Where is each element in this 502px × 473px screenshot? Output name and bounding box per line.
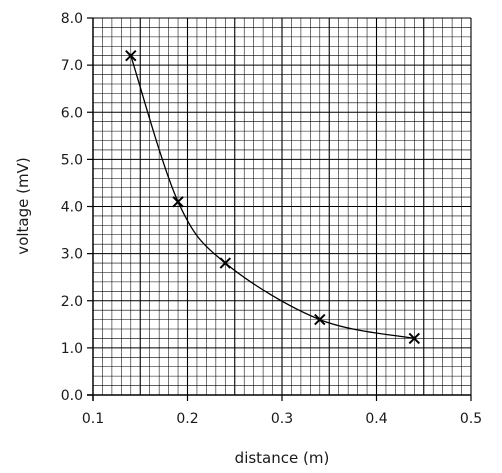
- x-tick-label: 0.1: [82, 411, 104, 427]
- data-point-marker: [172, 196, 184, 208]
- y-tick-label: 0.0: [61, 388, 83, 404]
- data-markers: [125, 49, 421, 345]
- tick-labels: 0.1 0.2 0.3 0.4 0.5 0.0 1.0 2.0 3.0 4.0 5.0 6.0 7.0 8…: [61, 11, 482, 427]
- y-tick-label: 2.0: [61, 294, 83, 310]
- y-tick-label: 3.0: [61, 247, 83, 263]
- y-tick-label: 4.0: [61, 200, 83, 216]
- y-tick-label: 8.0: [61, 11, 83, 27]
- x-tick-label: 0.2: [176, 411, 198, 427]
- y-tick-label: 1.0: [61, 341, 83, 357]
- y-axis-label: voltage (mV): [14, 157, 32, 254]
- x-tick-label: 0.4: [365, 411, 387, 427]
- y-tick-label: 7.0: [61, 58, 83, 74]
- axes: [87, 17, 472, 401]
- y-tick-label: 5.0: [61, 152, 83, 168]
- data-point-marker: [408, 332, 421, 345]
- data-point-marker: [314, 313, 326, 326]
- grid: [92, 17, 472, 396]
- x-axis-label: distance (m): [235, 449, 330, 467]
- data-point-marker: [219, 257, 232, 269]
- x-tick-label: 0.5: [460, 411, 482, 427]
- data-point-marker: [125, 49, 137, 62]
- x-tick-label: 0.3: [271, 411, 293, 427]
- y-tick-label: 6.0: [61, 105, 83, 121]
